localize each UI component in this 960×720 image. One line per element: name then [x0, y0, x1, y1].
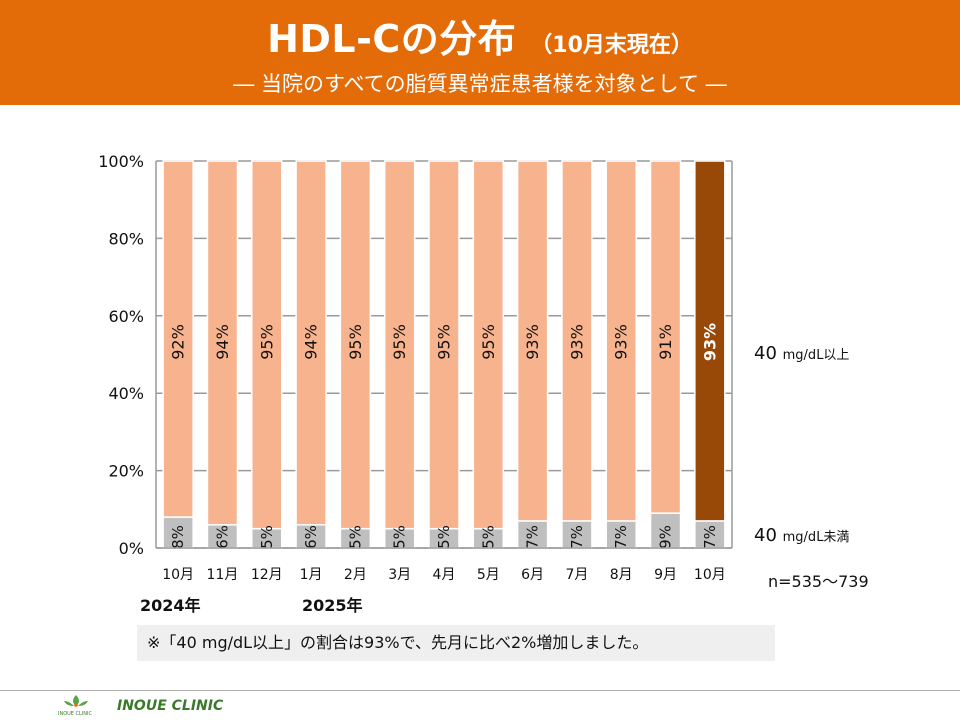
bar-upper — [339, 160, 372, 530]
x-tick-label: 10月 — [162, 567, 194, 583]
y-tick-label: 0% — [119, 539, 144, 558]
title-main: HDL-Cの分布 — [267, 17, 517, 61]
x-tick-label: 5月 — [477, 567, 500, 583]
year-label-2025: 2025年 — [302, 596, 363, 615]
y-tick-label: 40% — [108, 384, 144, 403]
x-tick-label: 2月 — [344, 567, 367, 583]
bar-upper — [295, 160, 327, 526]
x-tick-label: 8月 — [610, 567, 633, 583]
x-tick-label: 11月 — [207, 567, 239, 583]
bar-upper — [251, 160, 283, 530]
data-label-lower: 6% — [213, 525, 231, 549]
data-label-upper: 93% — [612, 324, 631, 360]
header-bar: HDL-Cの分布 （10月末現在） ― 当院のすべての脂質異常症患者様を対象として… — [0, 0, 960, 105]
clinic-logo-icon — [64, 695, 88, 707]
data-label-lower: 5% — [479, 525, 497, 549]
sample-size: n=535～739 — [768, 572, 869, 591]
data-label-lower: 8% — [169, 525, 187, 549]
data-label-upper: 95% — [479, 324, 498, 360]
bar-upper — [206, 160, 239, 526]
title-date: （10月末現在） — [530, 33, 693, 58]
clinic-name: INOUE CLINIC — [117, 698, 224, 714]
data-label-lower: 5% — [258, 525, 276, 549]
data-label-upper: 93% — [700, 323, 719, 361]
bar-upper — [428, 160, 460, 530]
year-label-2024: 2024年 — [140, 596, 201, 615]
legend-lower-unit: mg/dL未満 — [782, 530, 850, 545]
x-tick-label: 10月 — [694, 567, 726, 583]
bar-upper — [605, 160, 637, 522]
x-tick-label: 6月 — [521, 567, 544, 583]
bar-lower — [162, 516, 194, 549]
data-label-lower: 9% — [657, 525, 675, 549]
data-label-upper: 95% — [390, 324, 409, 360]
page-title: HDL-Cの分布 （10月末現在） — [0, 8, 960, 63]
data-label-upper: 93% — [567, 324, 586, 360]
legend-upper-unit: mg/dL以上 — [782, 348, 850, 363]
x-tick-label: 9月 — [654, 567, 677, 583]
legend-upper: 40 mg/dL以上 — [754, 343, 849, 364]
data-label-upper: 95% — [257, 324, 276, 360]
data-label-lower: 7% — [701, 525, 719, 549]
legend-lower: 40 mg/dL未満 — [754, 525, 849, 546]
y-tick-label: 20% — [108, 462, 144, 481]
data-label-upper: 94% — [302, 324, 321, 360]
data-label-lower: 7% — [568, 525, 586, 549]
logo-text: INOUE CLINIC — [58, 711, 93, 717]
data-label-upper: 95% — [435, 324, 454, 360]
data-label-upper: 95% — [346, 324, 365, 360]
data-label-upper: 91% — [656, 324, 675, 360]
data-label-upper: 92% — [169, 324, 188, 360]
y-tick-label: 80% — [108, 229, 144, 248]
legend-lower-value: 40 — [754, 525, 777, 546]
bar-lower — [694, 520, 726, 549]
bar-upper — [516, 160, 549, 522]
x-tick-label: 7月 — [565, 567, 588, 583]
legend-upper-value: 40 — [754, 343, 777, 364]
x-tick-label: 12月 — [251, 567, 283, 583]
data-label-lower: 5% — [391, 525, 409, 549]
bar-upper — [649, 160, 682, 514]
bar-upper — [694, 160, 726, 522]
x-tick-label: 4月 — [433, 567, 456, 583]
data-label-upper: 94% — [213, 324, 232, 360]
y-tick-label: 100% — [98, 152, 144, 171]
bar-upper — [472, 160, 505, 530]
data-label-lower: 5% — [346, 525, 364, 549]
bar-upper — [383, 160, 416, 530]
x-tick-label: 3月 — [388, 567, 411, 583]
data-label-lower: 7% — [524, 525, 542, 549]
bar-upper — [561, 160, 593, 522]
data-label-lower: 7% — [612, 525, 630, 549]
page-subtitle: ― 当院のすべての脂質異常症患者様を対象として ― — [233, 72, 727, 96]
note-box: ※「40 mg/dL以上」の割合は93%で、先月に比べ2%増加しました。 — [137, 625, 775, 661]
x-tick-label: 1月 — [300, 567, 323, 583]
footer-divider — [0, 690, 960, 691]
y-tick-label: 60% — [108, 307, 144, 326]
data-label-upper: 93% — [523, 324, 542, 360]
data-label-lower: 6% — [302, 525, 320, 549]
bar-upper — [162, 160, 194, 518]
data-label-lower: 5% — [435, 525, 453, 549]
